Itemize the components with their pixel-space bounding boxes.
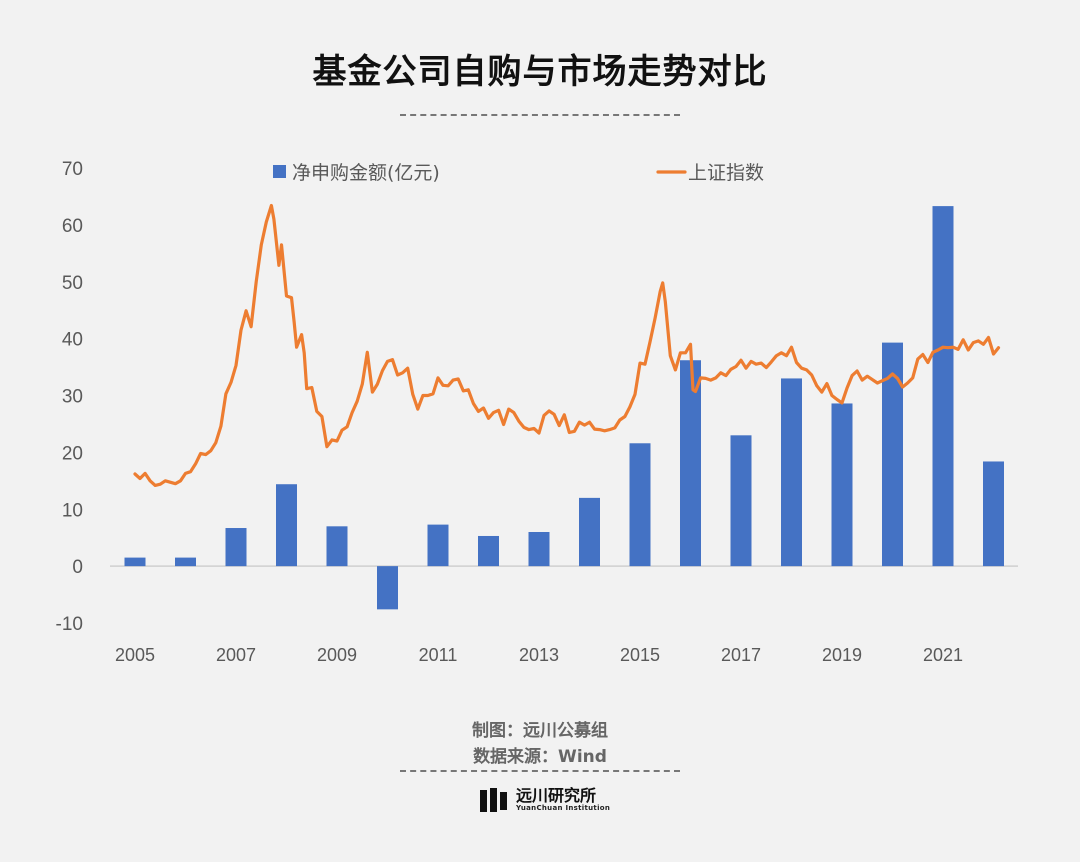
bar-2010 [377, 566, 398, 610]
bar-2021 [932, 206, 954, 567]
y-tick-label: 60 [62, 216, 83, 237]
bar-2014 [579, 497, 600, 567]
bar-2020 [882, 342, 903, 567]
chart-area: -10 0 10 20 30 40 50 60 70 2005 2007 2009 2011 2013 20… [56, 159, 1018, 665]
x-tick-label: 2011 [419, 645, 458, 665]
y-tick-label: 30 [62, 387, 83, 408]
bar-2008 [276, 484, 297, 567]
brand-name: 远川研究所 [516, 786, 597, 805]
bar-2012 [478, 535, 499, 567]
data-source: 数据来源：Wind [473, 747, 607, 767]
bar-2011 [427, 524, 449, 567]
x-tick-label: 2005 [115, 645, 155, 665]
y-tick-label: 20 [62, 443, 83, 464]
x-tick-label: 2017 [721, 645, 761, 665]
legend: 净申购金额(亿元) 上证指数 [273, 162, 764, 184]
bar-2022 [983, 461, 1004, 567]
brand-name-en: YuanChuan Institution [516, 804, 611, 812]
legend-bar-label: 净申购金额(亿元) [292, 162, 440, 184]
bar-2005 [124, 557, 146, 567]
axes: -10 0 10 20 30 40 50 60 70 2005 2007 2009 2011 2013 20… [56, 159, 1018, 665]
footer-divider [400, 770, 680, 772]
bar-2006 [175, 557, 196, 567]
x-tick-label: 2009 [317, 645, 357, 665]
chart-title: 基金公司自购与市场走势对比 [312, 52, 768, 92]
x-tick-label: 2021 [923, 645, 963, 665]
bar-2009 [326, 526, 348, 567]
bar-2013 [528, 532, 550, 567]
x-tick-label: 2007 [216, 645, 256, 665]
x-tick-label: 2019 [822, 645, 862, 665]
bar-series [124, 206, 1004, 610]
x-tick-label: 2013 [519, 645, 559, 665]
line-shanghai-index [133, 203, 1001, 487]
maker-credit: 制图：远川公募组 [472, 721, 608, 741]
line-series [133, 203, 1001, 487]
bar-2017 [730, 435, 752, 567]
y-tick-label: 0 [72, 557, 83, 578]
bar-2007 [225, 528, 247, 567]
y-tick-label: 10 [62, 500, 83, 521]
legend-line-label: 上证指数 [688, 162, 764, 184]
title-divider [400, 114, 680, 116]
brand: 远川研究所 YuanChuan Institution [478, 786, 610, 814]
bar-2015 [629, 443, 651, 567]
y-tick-label: -10 [56, 614, 83, 635]
y-tick-label: 40 [62, 330, 83, 351]
bar-2016 [680, 360, 701, 567]
bar-2018 [781, 378, 802, 567]
legend-bar-swatch [273, 165, 286, 178]
bar-2019 [831, 403, 853, 567]
y-tick-label: 70 [62, 159, 83, 180]
y-tick-label: 50 [62, 273, 83, 294]
x-tick-label: 2015 [620, 645, 660, 665]
brand-logo-icon [478, 786, 512, 814]
